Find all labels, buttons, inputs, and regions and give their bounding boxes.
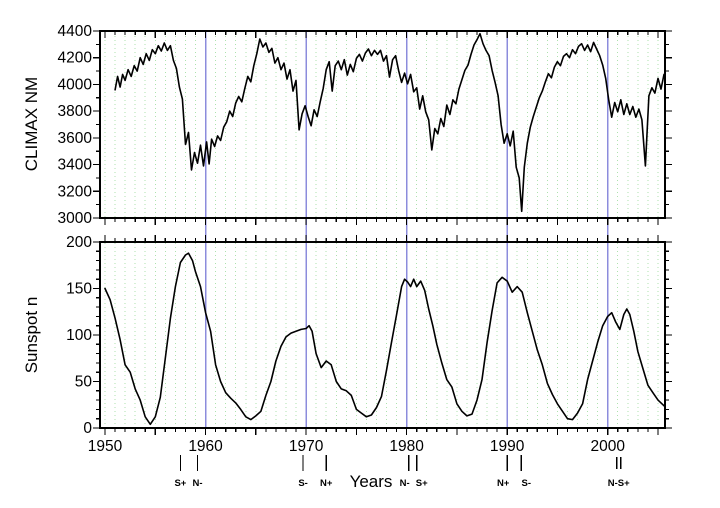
x-tick-label: 1980: [389, 438, 424, 455]
sunspot-panel: 0 50 100 150 200: [66, 234, 672, 437]
plot-border: [99, 241, 666, 429]
y-axis-title-sunspot-n: Sunspot n: [22, 296, 41, 374]
x-tick-label: 1970: [289, 438, 324, 455]
polarity-label: N-S+: [608, 478, 630, 489]
x-tick-label: 1990: [490, 438, 525, 455]
x-axis-title-years: Years: [349, 472, 393, 491]
y-tick-label: 4200: [58, 50, 93, 67]
x-tick-label: 1950: [88, 438, 123, 455]
polarity-label: S-: [521, 478, 531, 489]
y-tick-label: 3200: [58, 183, 93, 200]
y-tick-label: 3600: [58, 130, 93, 147]
polarity-label: N+: [320, 478, 333, 489]
x-tick-label: 2000: [590, 438, 625, 455]
y-tick-label: 4400: [58, 23, 93, 40]
polarity-label: S+: [416, 478, 428, 489]
y-axis-title-climax-nm: CLIMAX NM: [22, 76, 41, 172]
decade-lines: [204, 31, 609, 428]
y-tick-label: 3800: [58, 103, 93, 120]
y-tick-label: 3000: [58, 210, 93, 227]
polarity-annotations: S+ N- S- N+ N- S+ N+ S- N-S+: [174, 455, 630, 489]
plot-border: [99, 30, 666, 219]
polarity-label: S+: [174, 478, 186, 489]
y-tick-label: 200: [66, 234, 92, 251]
x-tick-labels: 1950 1960 1970 1980 1990 2000: [88, 438, 626, 455]
x-tick-label: 1960: [188, 438, 223, 455]
climax-nm-panel: 3000 3200 3400 3600 3800 4000 4200 4400: [58, 23, 672, 227]
sunspot-curve: [104, 252, 666, 426]
climax-nm-curve: [114, 32, 665, 213]
polarity-label: N+: [497, 478, 510, 489]
y-tick-label: 100: [66, 327, 92, 344]
polarity-label: N-: [193, 478, 203, 489]
y-tick-label: 3400: [58, 157, 93, 174]
y-tick-label: 50: [75, 374, 93, 391]
polarity-label: S-: [298, 478, 308, 489]
y-tick-label: 4000: [58, 76, 93, 93]
year-gridlines: [104, 32, 659, 427]
y-tick-label: 150: [66, 281, 92, 298]
polarity-label: N-: [400, 478, 410, 489]
y-tick-label: 0: [83, 420, 92, 437]
